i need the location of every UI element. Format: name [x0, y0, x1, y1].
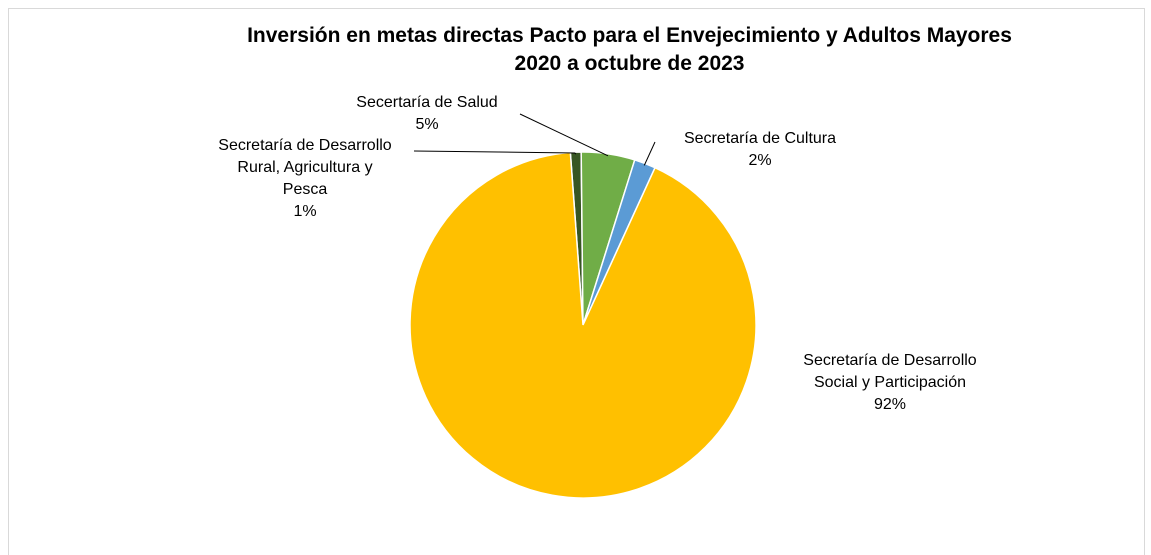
- leader-line-2: [519, 113, 609, 157]
- chart-subtitle: 2020 a octubre de 2023: [514, 52, 745, 75]
- slice-category-label-3: Secretaría de Cultura: [684, 130, 836, 147]
- slice-category-label-4: Social y Participación: [814, 374, 966, 391]
- slice-category-label-1: Rural, Agricultura y: [237, 159, 372, 176]
- slice-category-label-4: Secretaría de Desarrollo: [803, 352, 977, 369]
- leader-line-3: [643, 141, 656, 166]
- chart-title-block: Inversión en metas directas Pacto para e…: [0, 22, 1151, 78]
- slice-value-label-2: 5%: [415, 116, 438, 133]
- leader-lines: [413, 113, 656, 166]
- slice-category-label-1: Pesca: [283, 181, 328, 198]
- pie-slice-4: [409, 151, 757, 499]
- slice-value-label-4: 92%: [874, 396, 906, 413]
- slice-category-label-2: Secertaría de Salud: [356, 94, 497, 111]
- pie-slices: [409, 151, 757, 499]
- chart-title: Inversión en metas directas Pacto para e…: [247, 24, 1012, 47]
- slice-value-label-1: 1%: [293, 203, 316, 220]
- slice-category-label-1: Secretaría de Desarrollo: [218, 137, 392, 154]
- slice-labels: Secretaría de Desarrollo Rural, Agricultu…: [218, 94, 977, 413]
- leader-line-1: [413, 150, 577, 155]
- slice-value-label-3: 2%: [748, 152, 771, 169]
